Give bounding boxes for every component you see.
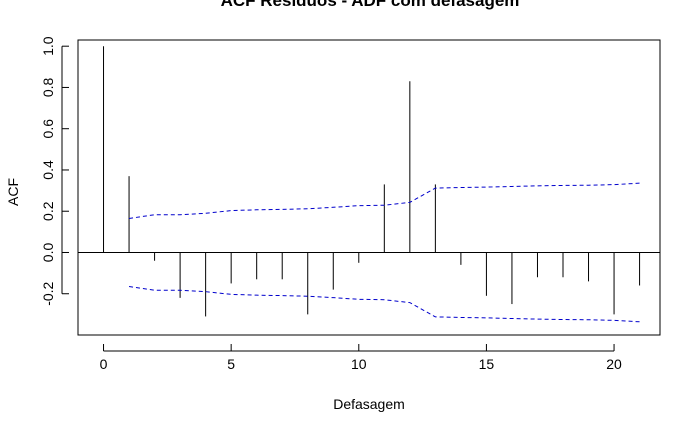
x-tick-label: 15 <box>479 356 495 372</box>
y-tick-label: 0.2 <box>40 201 56 221</box>
x-tick-label: 10 <box>351 356 367 372</box>
chart-marks <box>78 46 660 323</box>
x-tick-label: 0 <box>100 356 108 372</box>
confidence-band-lower <box>128 286 640 323</box>
y-tick-label: 0.8 <box>40 78 56 98</box>
confidence-band-upper <box>128 182 640 219</box>
x-tick-label: 5 <box>227 356 235 372</box>
y-tick-label: 0.0 <box>40 243 56 263</box>
y-tick-label: 1.0 <box>40 36 56 56</box>
chart-title: ACF Resíduos - ADF com defasagem <box>221 0 520 10</box>
y-tick-label: 0.6 <box>40 119 56 139</box>
y-tick-label: -0.2 <box>40 281 56 305</box>
x-axis-label: Defasagem <box>333 396 405 412</box>
chart-axes: 0 5 10 15 20 -0.2 0.0 0.2 0.4 0.6 0.8 1.0 <box>40 36 622 372</box>
y-axis-label: ACF <box>5 178 21 206</box>
y-tick-label: 0.4 <box>40 160 56 180</box>
x-tick-label: 20 <box>606 356 622 372</box>
plot-frame <box>77 39 661 336</box>
